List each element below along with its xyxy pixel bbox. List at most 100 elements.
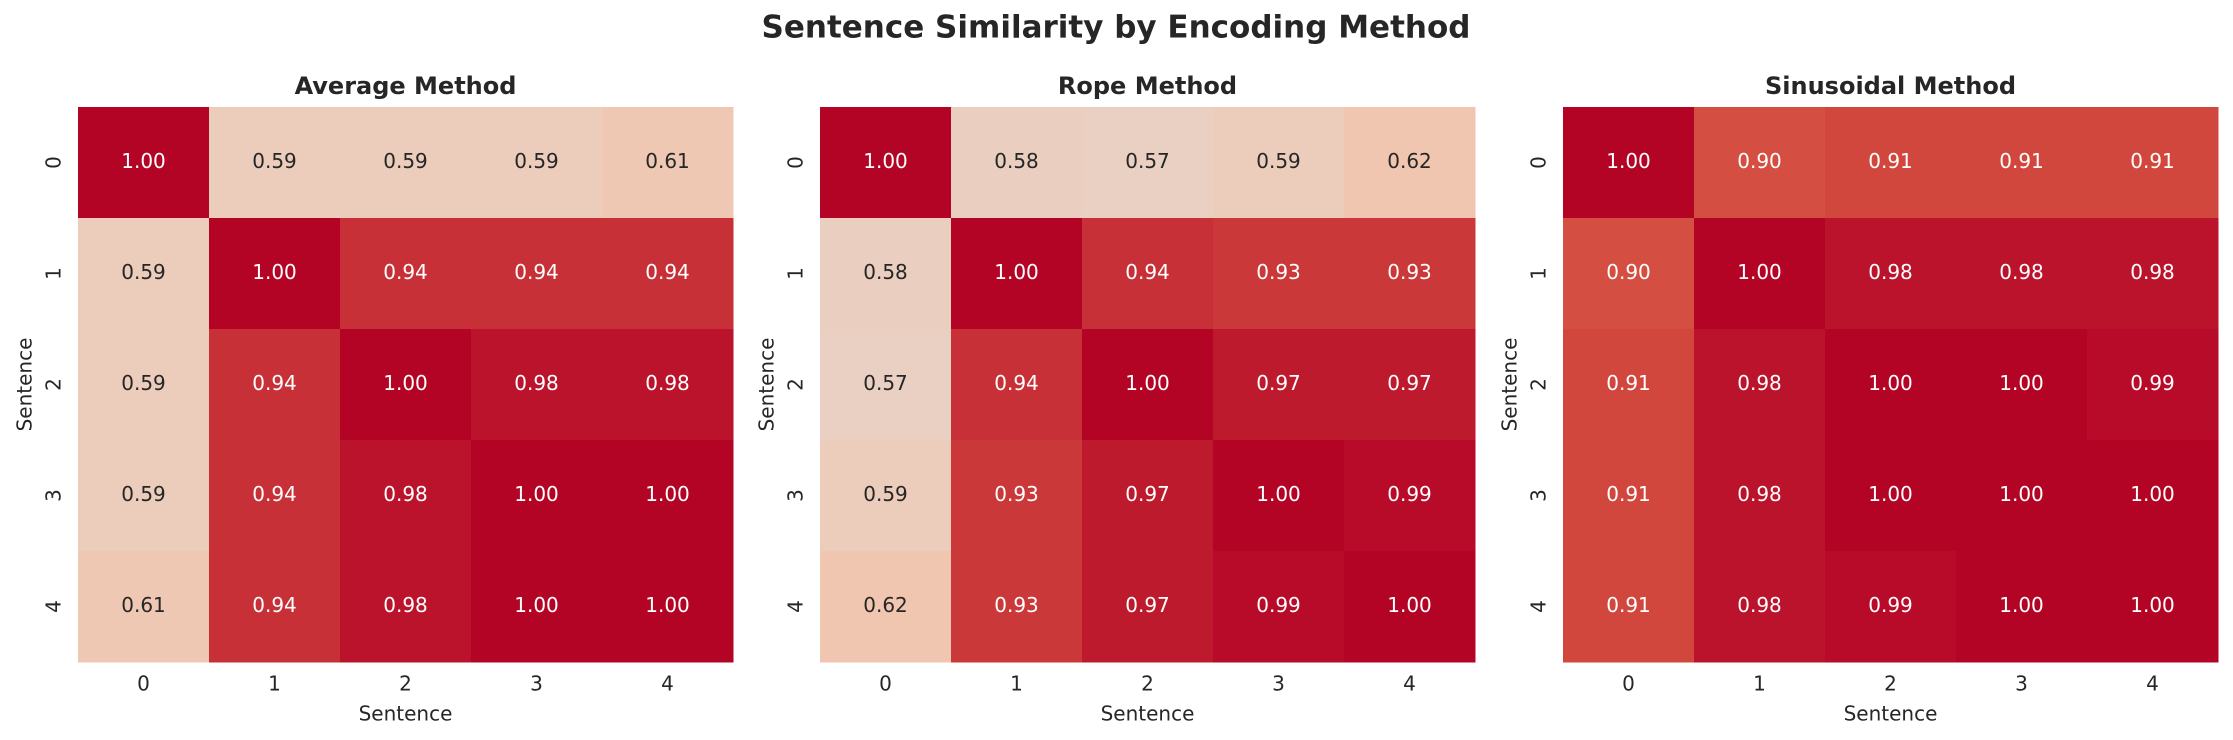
heatmap-cell [820, 551, 952, 663]
cell-label: 1.00 [514, 593, 559, 617]
cell-label: 0.57 [863, 371, 908, 395]
heatmap-cell [1956, 218, 2088, 330]
heatmap-cell [78, 551, 210, 663]
cell-label: 0.91 [1606, 371, 1651, 395]
y-tick-label: 4 [42, 600, 66, 613]
heatmap-cell [1344, 440, 1476, 552]
cell-label: 0.59 [514, 149, 559, 173]
x-axis-label: Sentence [1101, 702, 1195, 726]
heatmap-cell [1344, 218, 1476, 330]
cell-label: 1.00 [1999, 482, 2044, 506]
heatmap-cell [340, 551, 472, 663]
heatmap-cell [1344, 551, 1476, 663]
cell-label: 0.58 [994, 149, 1039, 173]
heatmap-cell [1825, 329, 1957, 441]
heatmap-cell [471, 107, 603, 219]
heatmap-cell [471, 329, 603, 441]
x-tick-label: 1 [268, 672, 281, 696]
heatmap-cell [78, 218, 210, 330]
cell-label: 0.97 [1125, 482, 1170, 506]
x-tick-label: 3 [2015, 672, 2028, 696]
cell-label: 1.00 [2130, 482, 2175, 506]
heatmap-cell [2087, 329, 2219, 441]
heatmap-cell [78, 329, 210, 441]
heatmap-cell [1563, 107, 1695, 219]
cell-label: 0.94 [514, 260, 559, 284]
heatmap-cell [340, 329, 472, 441]
y-tick-label: 2 [42, 378, 66, 391]
heatmap-cell [602, 218, 734, 330]
subplot-title: Average Method [295, 72, 517, 100]
cell-label: 0.91 [2130, 149, 2175, 173]
heatmap-cell [1213, 218, 1345, 330]
heatmap-cell [951, 107, 1083, 219]
cell-label: 0.61 [645, 149, 690, 173]
cell-label: 1.00 [1606, 149, 1651, 173]
cell-label: 1.00 [645, 593, 690, 617]
cell-label: 0.98 [1868, 260, 1913, 284]
y-tick-label: 4 [1527, 600, 1551, 613]
cell-label: 0.94 [383, 260, 428, 284]
heatmap-cell [1563, 218, 1695, 330]
heatmap-cell [209, 329, 341, 441]
heatmap-cell [1082, 107, 1214, 219]
cell-label: 0.98 [645, 371, 690, 395]
cell-label: 1.00 [252, 260, 297, 284]
cell-label: 1.00 [994, 260, 1039, 284]
heatmap-cell [951, 551, 1083, 663]
heatmap-cell [2087, 551, 2219, 663]
cell-label: 0.99 [1387, 482, 1432, 506]
cell-label: 1.00 [1999, 593, 2044, 617]
x-tick-label: 0 [1622, 672, 1635, 696]
heatmap-cell [951, 218, 1083, 330]
cell-label: 0.59 [863, 482, 908, 506]
cell-label: 0.93 [994, 482, 1039, 506]
cell-label: 1.00 [1125, 371, 1170, 395]
y-tick-label: 0 [784, 156, 808, 169]
heatmap-cell [340, 107, 472, 219]
x-tick-label: 4 [1403, 672, 1416, 696]
heatmap-cell [1213, 440, 1345, 552]
heatmap-cell [471, 440, 603, 552]
y-tick-label: 0 [1527, 156, 1551, 169]
cell-label: 1.00 [1387, 593, 1432, 617]
x-tick-label: 4 [661, 672, 674, 696]
cell-label: 0.59 [383, 149, 428, 173]
heatmap-cell [1213, 329, 1345, 441]
cell-label: 0.98 [2130, 260, 2175, 284]
heatmap-cell [1082, 551, 1214, 663]
heatmap-cell [1956, 551, 2088, 663]
heatmap-cell [951, 440, 1083, 552]
cell-label: 0.98 [514, 371, 559, 395]
x-tick-label: 1 [1753, 672, 1766, 696]
y-tick-label: 1 [1527, 267, 1551, 280]
cell-label: 0.62 [863, 593, 908, 617]
x-tick-label: 2 [399, 672, 412, 696]
figure-title: Sentence Similarity by Encoding Method [762, 10, 1471, 46]
y-tick-label: 4 [784, 600, 808, 613]
heatmap-cell [1563, 440, 1695, 552]
heatmap-cell [1956, 329, 2088, 441]
heatmap-cell [1344, 329, 1476, 441]
y-axis-label: Sentence [755, 338, 779, 432]
x-axis-label: Sentence [359, 702, 453, 726]
heatmap-cell [1082, 329, 1214, 441]
y-axis-label: Sentence [1498, 338, 1522, 432]
cell-label: 0.93 [1387, 260, 1432, 284]
cell-label: 0.58 [863, 260, 908, 284]
cell-label: 1.00 [863, 149, 908, 173]
heatmap-cell [602, 329, 734, 441]
x-tick-label: 2 [1884, 672, 1897, 696]
heatmap-cell [602, 440, 734, 552]
cell-label: 0.97 [1256, 371, 1301, 395]
cell-label: 1.00 [1256, 482, 1301, 506]
y-tick-label: 3 [784, 489, 808, 502]
heatmap-cell [820, 329, 952, 441]
cell-label: 0.61 [121, 593, 166, 617]
cell-label: 0.99 [2130, 371, 2175, 395]
cell-label: 0.98 [1737, 482, 1782, 506]
heatmap-cell [1825, 218, 1957, 330]
x-tick-label: 1 [1010, 672, 1023, 696]
cell-label: 0.62 [1387, 149, 1432, 173]
heatmap-cell [1213, 107, 1345, 219]
